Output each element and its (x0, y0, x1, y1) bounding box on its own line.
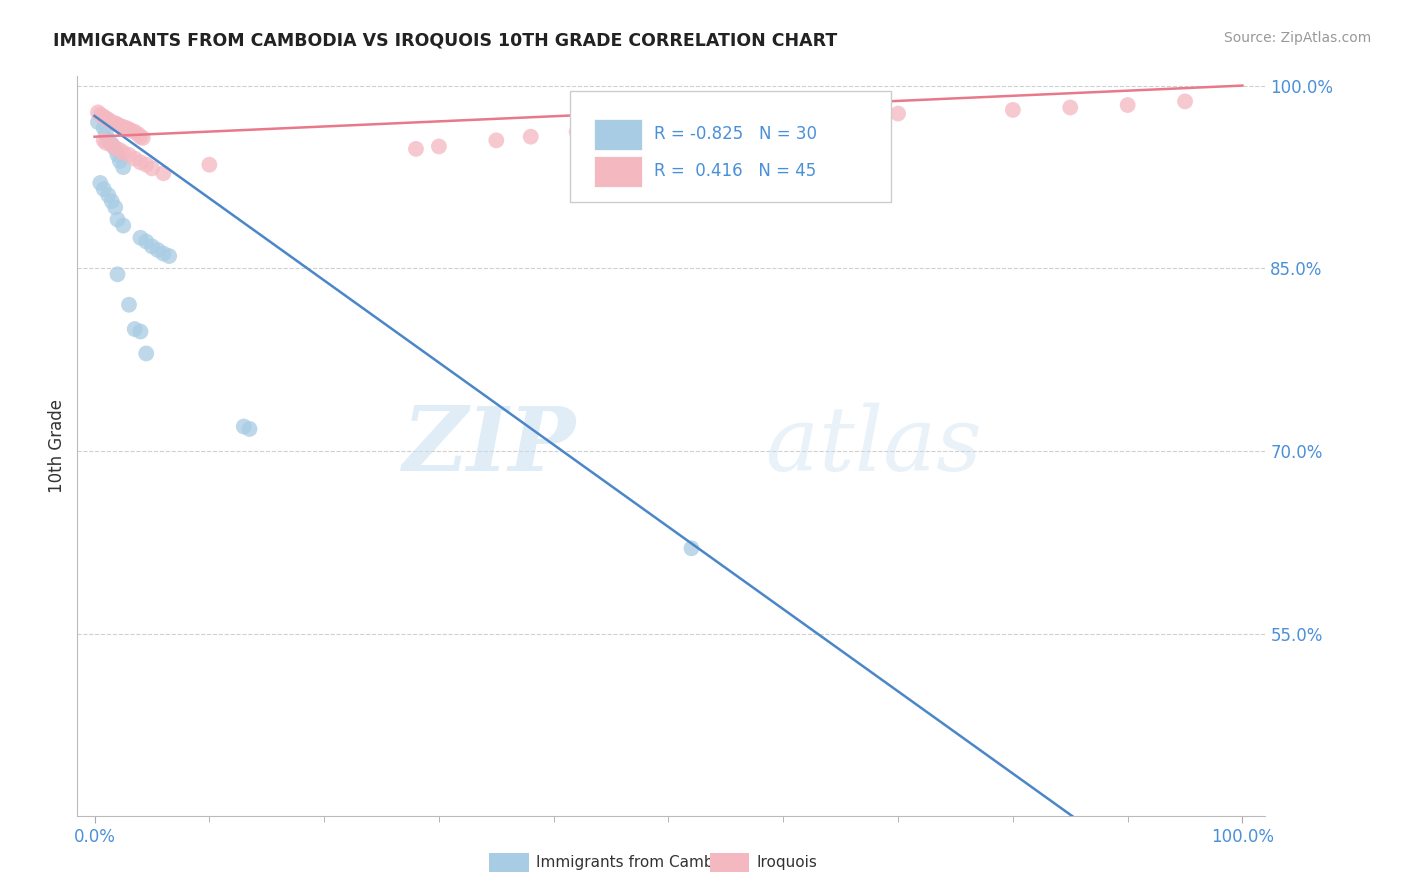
Point (108, 154, 131, 169)
Text: R =  0.416   N = 45: R = 0.416 N = 45 (654, 162, 815, 180)
Point (129, 325, 152, 339)
Point (93, 121, 115, 136)
Point (107, 268, 129, 282)
Point (91, 109, 114, 123)
Point (135, 158, 157, 172)
Point (107, 212, 129, 227)
Point (87, 105, 110, 120)
Point (124, 125, 146, 139)
Point (97, 112, 120, 127)
Point (681, 541, 703, 556)
Text: IMMIGRANTS FROM CAMBODIA VS IROQUOIS 10TH GRADE CORRELATION CHART: IMMIGRANTS FROM CAMBODIA VS IROQUOIS 10T… (53, 31, 838, 49)
Point (118, 148, 141, 162)
Point (104, 142, 127, 156)
Y-axis label: 10th Grade: 10th Grade (48, 399, 66, 493)
Point (112, 219, 135, 233)
Point (89, 108, 111, 122)
Point (118, 122, 141, 136)
Point (1174, 95, 1197, 109)
Point (152, 166, 174, 180)
Point (104, 116, 127, 130)
Point (115, 121, 138, 136)
Text: Iroquois: Iroquois (756, 855, 817, 870)
Point (141, 239, 163, 253)
Point (405, 142, 427, 156)
Point (124, 322, 146, 336)
Point (112, 145, 135, 160)
Point (100, 136, 122, 151)
Text: Immigrants from Cambodia: Immigrants from Cambodia (536, 855, 747, 870)
Point (612, 120, 634, 134)
Point (830, 110, 852, 124)
Point (198, 158, 221, 172)
Point (135, 346, 157, 360)
Text: Source: ZipAtlas.com: Source: ZipAtlas.com (1223, 31, 1371, 45)
Point (93, 110, 115, 124)
Point (135, 235, 157, 249)
Point (565, 125, 588, 139)
Point (887, 106, 910, 120)
FancyBboxPatch shape (571, 91, 891, 202)
Point (89, 176, 111, 190)
Point (129, 231, 152, 245)
FancyBboxPatch shape (595, 119, 641, 150)
Point (427, 139, 450, 153)
Text: ZIP: ZIP (404, 403, 576, 489)
Point (232, 419, 254, 434)
Point (107, 118, 129, 132)
Point (129, 129, 152, 144)
Point (97, 188, 120, 202)
Point (107, 148, 129, 162)
Point (100, 194, 122, 209)
Point (485, 133, 508, 147)
Point (94, 128, 117, 142)
Point (100, 138, 122, 153)
Point (146, 243, 169, 257)
FancyBboxPatch shape (595, 156, 641, 187)
Text: R = -0.825   N = 30: R = -0.825 N = 30 (654, 125, 817, 144)
Point (152, 246, 174, 260)
Point (1116, 98, 1139, 112)
Point (104, 200, 127, 214)
Point (87, 115, 110, 129)
Point (97, 133, 120, 147)
Point (100, 115, 122, 129)
Point (93, 133, 115, 147)
Point (1059, 100, 1081, 114)
Point (108, 119, 131, 133)
Point (94, 136, 117, 150)
Point (238, 422, 260, 436)
Point (714, 115, 737, 129)
Point (1001, 103, 1024, 117)
Point (519, 129, 541, 144)
Point (129, 155, 152, 169)
Point (94, 112, 117, 126)
Point (127, 128, 149, 142)
Point (104, 141, 127, 155)
Point (141, 161, 163, 176)
Point (93, 182, 115, 196)
Point (112, 120, 135, 134)
Point (108, 143, 131, 157)
Text: atlas: atlas (766, 402, 983, 490)
Point (118, 298, 141, 312)
Point (132, 131, 155, 145)
Point (112, 160, 135, 174)
Point (120, 123, 142, 137)
Point (157, 249, 180, 263)
Point (124, 152, 146, 166)
